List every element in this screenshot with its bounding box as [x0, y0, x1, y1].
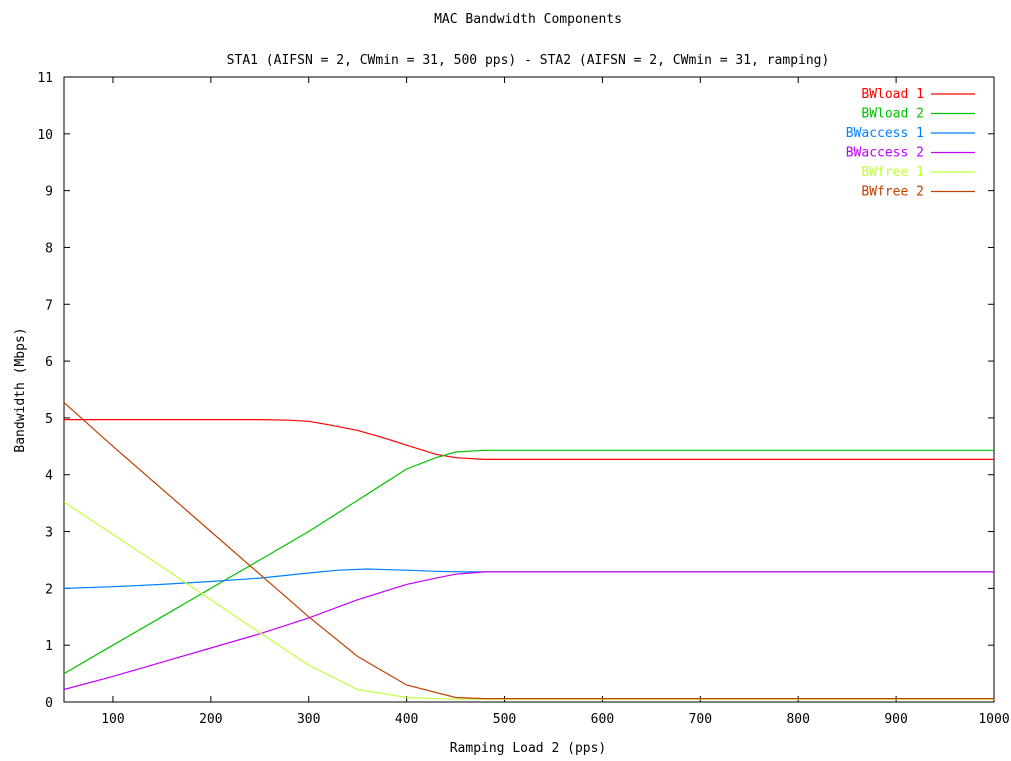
y-tick-label: 6 — [45, 355, 53, 370]
x-tick-label: 300 — [297, 712, 320, 727]
x-tick-label: 900 — [884, 712, 907, 727]
x-tick-label: 700 — [689, 712, 712, 727]
plot-frame — [63, 76, 995, 703]
y-tick-label: 9 — [45, 185, 53, 200]
axis-ticks: 100 200 300 400 500 600 700 800 900 1000 0 1 2 3 4 5 6 7 8… — [37, 71, 1009, 727]
series-line-bwload-2 — [63, 449, 994, 675]
legend-label: BWfree 1 — [861, 165, 924, 180]
y-tick-label: 0 — [45, 696, 53, 711]
y-axis-label: Bandwidth (Mbps) — [13, 327, 28, 452]
x-axis-label: Ramping Load 2 (pps) — [450, 741, 607, 756]
legend-label: BWfree 2 — [861, 185, 924, 200]
legend-label: BWaccess 1 — [846, 126, 924, 141]
series-line-bwfree-1 — [63, 501, 994, 700]
x-tick-label: 100 — [101, 712, 124, 727]
y-tick-label: 1 — [45, 639, 53, 654]
x-tick-label: 400 — [395, 712, 418, 727]
series-line-bwaccess-2 — [63, 571, 994, 691]
y-tick-label: 11 — [37, 71, 53, 86]
chart-subtitle: STA1 (AIFSN = 2, CWmin = 31, 500 pps) - … — [227, 53, 830, 68]
y-tick-label: 4 — [45, 469, 53, 484]
legend-label: BWload 1 — [861, 87, 924, 102]
legend: BWload 1 BWload 2 BWaccess 1 BWaccess 2 BWfr… — [846, 87, 975, 200]
y-tick-label: 5 — [45, 412, 53, 427]
x-tick-label: 1000 — [978, 712, 1009, 727]
x-tick-label: 200 — [199, 712, 222, 727]
x-tick-label: 800 — [786, 712, 809, 727]
y-tick-label: 8 — [45, 241, 53, 256]
chart-title: MAC Bandwidth Components — [434, 12, 622, 27]
y-tick-label: 3 — [45, 526, 53, 541]
y-tick-label: 2 — [45, 582, 53, 597]
series-lines — [63, 402, 994, 700]
series-line-bwfree-2 — [63, 402, 994, 700]
x-tick-label: 500 — [493, 712, 516, 727]
x-tick-label: 600 — [591, 712, 614, 727]
legend-label: BWload 2 — [861, 107, 924, 122]
series-line-bwload-1 — [64, 419, 994, 460]
y-tick-label: 7 — [45, 298, 53, 313]
legend-label: BWaccess 2 — [846, 146, 924, 161]
y-tick-label: 10 — [37, 128, 53, 143]
